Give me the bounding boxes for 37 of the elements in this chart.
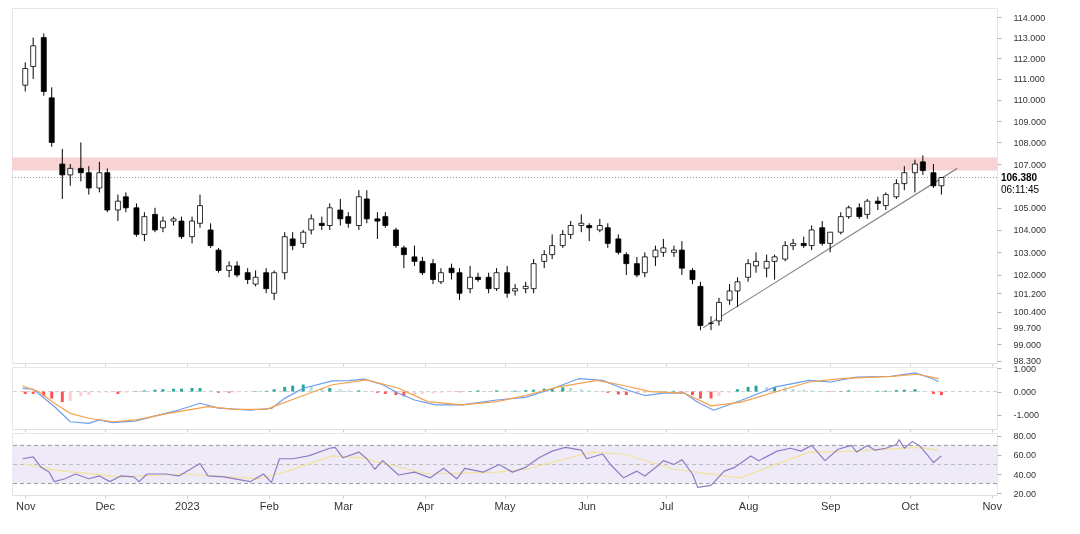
y-tick-label: 109.000	[1013, 116, 1047, 127]
y-tick-label: 113.000	[1013, 33, 1046, 44]
x-tick-label: Nov	[982, 499, 1003, 512]
x-tick-label: Apr	[417, 499, 435, 512]
y-tick-label: 112.000	[1013, 53, 1046, 64]
x-tick-label: May	[494, 499, 516, 512]
y-tick-label: 114.000	[1013, 12, 1046, 23]
y-tick-label: 108.000	[1013, 137, 1047, 148]
x-tick-label: Jun	[578, 499, 596, 512]
x-tick-label: Dec	[95, 499, 116, 512]
x-tick-label: Mar	[334, 499, 354, 512]
y-tick-label: 60.00	[1013, 450, 1037, 461]
y-tick-label: 99.700	[1013, 323, 1042, 334]
x-tick-label: Nov	[15, 499, 37, 512]
y-tick-label: 104.000	[1013, 225, 1047, 236]
y-tick-label: 111.000	[1013, 74, 1045, 85]
text: 06:11:45	[1001, 183, 1040, 195]
x-tick-label: Oct	[901, 499, 919, 512]
y-tick-label: 102.000	[1013, 270, 1047, 281]
ref-line-label: 106.380	[1001, 171, 1038, 183]
y-tick-label: 103.000	[1013, 247, 1047, 258]
x-tick-label: Aug	[738, 499, 759, 512]
y-tick-label: -1.000	[1013, 410, 1040, 421]
x-tick-label: Sep	[820, 499, 841, 512]
x-tick-label: Feb	[259, 499, 279, 512]
y-tick-label: 99.000	[1013, 339, 1042, 350]
x-tick-label: Jul	[659, 499, 674, 512]
x-tick-label: 2023	[175, 499, 200, 512]
y-tick-label: 40.00	[1013, 469, 1037, 480]
y-tick-label: 101.200	[1013, 288, 1047, 299]
y-tick-label: 110.000	[1013, 95, 1046, 106]
y-tick-label: 0.000	[1013, 387, 1037, 398]
y-tick-label: 105.000	[1013, 203, 1047, 214]
y-tick-label: 107.000	[1013, 159, 1047, 170]
y-tick-label: 100.400	[1013, 307, 1047, 318]
y-tick-label: 20.00	[1013, 488, 1037, 499]
y-tick-label: 80.00	[1013, 431, 1037, 442]
